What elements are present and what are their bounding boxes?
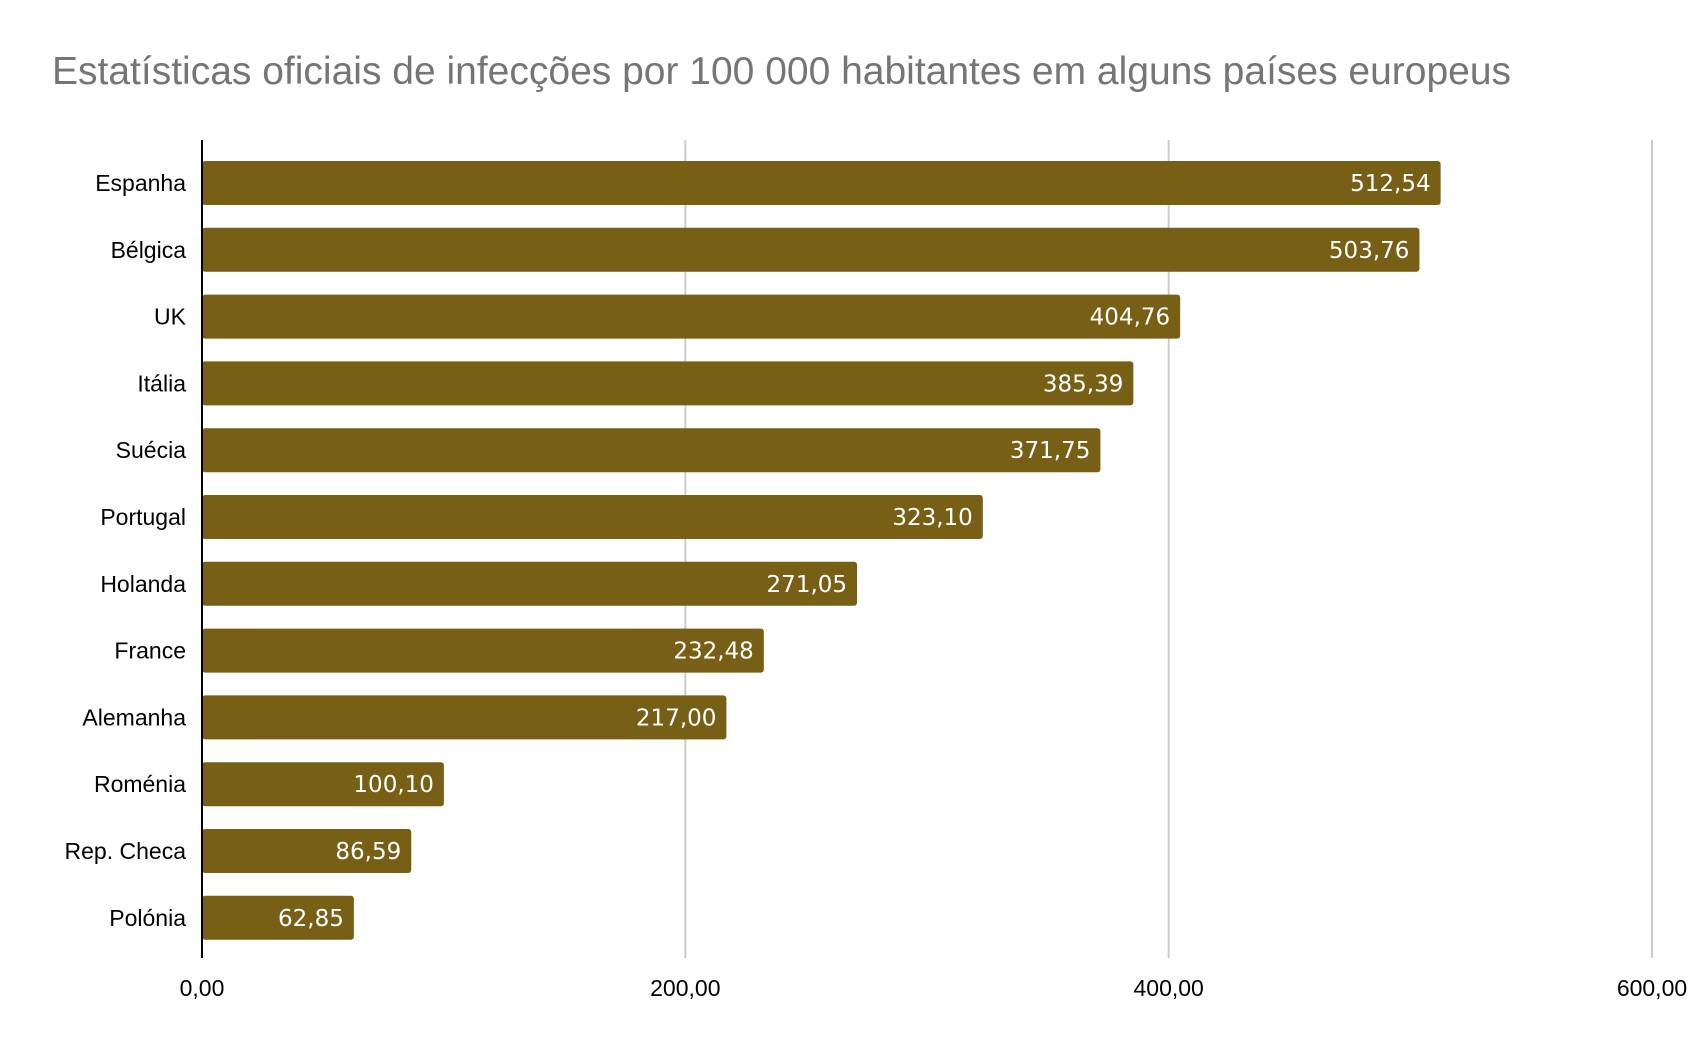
x-tick-label: 600,00 — [1617, 975, 1687, 1001]
bar — [202, 428, 1101, 473]
category-label: Espanha — [95, 170, 186, 196]
bar — [202, 829, 412, 873]
data-label: 100,10 — [353, 772, 433, 798]
data-label: 271,05 — [767, 572, 847, 598]
data-label: 62,85 — [278, 906, 344, 932]
data-label: 371,75 — [1010, 438, 1090, 464]
data-label: 86,59 — [335, 839, 401, 865]
bar — [202, 161, 1441, 205]
category-label: Bélgica — [111, 237, 187, 263]
bars — [202, 161, 1441, 940]
bar — [202, 294, 1181, 339]
bar — [202, 495, 983, 539]
bar — [202, 695, 727, 740]
x-tick-label: 400,00 — [1133, 975, 1203, 1001]
category-label: Itália — [137, 370, 186, 396]
category-label: France — [114, 638, 186, 664]
x-tick-label: 0,00 — [180, 975, 225, 1001]
data-label: 385,39 — [1043, 371, 1123, 397]
category-label: Alemanha — [82, 704, 186, 730]
data-label: 404,76 — [1090, 305, 1170, 331]
bar — [202, 762, 444, 807]
data-label: 232,48 — [673, 639, 753, 665]
bar — [202, 895, 354, 940]
bar — [202, 361, 1134, 406]
category-label: Portugal — [100, 504, 186, 530]
category-label: UK — [154, 304, 187, 330]
category-label: Suécia — [116, 437, 187, 463]
category-label: Rep. Checa — [65, 838, 187, 864]
data-label: 323,10 — [892, 505, 972, 531]
grid-lines — [684, 140, 1653, 958]
category-label: Holanda — [100, 571, 186, 597]
bar — [202, 227, 1420, 272]
bar — [202, 628, 764, 673]
data-label: 217,00 — [636, 705, 716, 731]
labels: 0,00 200,00 400,00 600,00 Espanha 512,54 Bélgi… — [65, 170, 1688, 1001]
bar — [202, 561, 858, 606]
category-label: Polónia — [109, 905, 186, 931]
chart-title: Estatísticas oficiais de infecções por 1… — [52, 50, 1512, 93]
x-tick-label: 200,00 — [650, 975, 720, 1001]
data-label: 512,54 — [1350, 171, 1430, 197]
category-label: Roménia — [94, 771, 186, 797]
data-label: 503,76 — [1329, 238, 1409, 264]
